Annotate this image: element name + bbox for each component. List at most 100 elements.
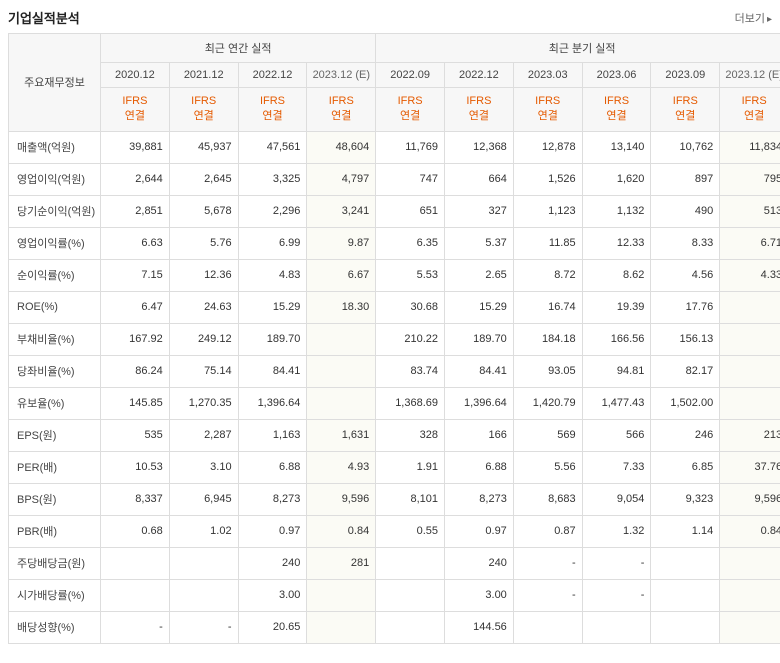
cell-value: 3,241	[307, 195, 376, 227]
cell-value	[513, 611, 582, 643]
cell-value: 9,054	[582, 483, 651, 515]
ifrs-header: IFRS연결	[376, 88, 445, 132]
cell-value: 1,270.35	[169, 387, 238, 419]
cell-value: 11,834	[720, 131, 780, 163]
cell-value: 6.67	[307, 259, 376, 291]
cell-value: 8,101	[376, 483, 445, 515]
cell-value: -	[101, 611, 170, 643]
cell-value	[720, 291, 780, 323]
ifrs-header: IFRS연결	[582, 88, 651, 132]
cell-value	[651, 547, 720, 579]
row-label: 시가배당률(%)	[9, 579, 101, 611]
more-link[interactable]: 더보기	[735, 10, 772, 26]
cell-value: 15.29	[445, 291, 514, 323]
period-header: 2023.03	[513, 63, 582, 88]
row-label: BPS(원)	[9, 483, 101, 515]
cell-value: 12.33	[582, 227, 651, 259]
cell-value: 10.53	[101, 451, 170, 483]
cell-value: 6.85	[651, 451, 720, 483]
cell-value: 5.76	[169, 227, 238, 259]
cell-value: 6.63	[101, 227, 170, 259]
cell-value: 86.24	[101, 355, 170, 387]
cell-value: 213	[720, 419, 780, 451]
cell-value: 11.85	[513, 227, 582, 259]
cell-value: 2,645	[169, 163, 238, 195]
cell-value: 1.91	[376, 451, 445, 483]
cell-value: 144.56	[445, 611, 514, 643]
cell-value: 210.22	[376, 323, 445, 355]
cell-value: 1,123	[513, 195, 582, 227]
cell-value: 93.05	[513, 355, 582, 387]
cell-value	[307, 387, 376, 419]
row-label: 영업이익률(%)	[9, 227, 101, 259]
table-row: 유보율(%)145.851,270.351,396.641,368.691,39…	[9, 387, 780, 419]
cell-value	[720, 547, 780, 579]
ifrs-header: IFRS연결	[169, 88, 238, 132]
cell-value: 84.41	[445, 355, 514, 387]
cell-value	[101, 547, 170, 579]
cell-value	[376, 579, 445, 611]
row-label: 당기순이익(억원)	[9, 195, 101, 227]
cell-value: 1,477.43	[582, 387, 651, 419]
period-header: 2022.12	[238, 63, 307, 88]
cell-value	[376, 611, 445, 643]
cell-value: 747	[376, 163, 445, 195]
cell-value: 8,273	[445, 483, 514, 515]
cell-value	[720, 355, 780, 387]
cell-value: 0.87	[513, 515, 582, 547]
cell-value: 5.53	[376, 259, 445, 291]
ifrs-header: IFRS연결	[445, 88, 514, 132]
cell-value: 12.36	[169, 259, 238, 291]
ifrs-header: IFRS연결	[307, 88, 376, 132]
cell-value: 569	[513, 419, 582, 451]
column-group-header: 최근 연간 실적	[101, 34, 376, 63]
period-header: 2021.12	[169, 63, 238, 88]
column-group-header: 최근 분기 실적	[376, 34, 780, 63]
cell-value: 1,396.64	[445, 387, 514, 419]
cell-value: 240	[238, 547, 307, 579]
cell-value: 1.02	[169, 515, 238, 547]
ifrs-header: IFRS연결	[101, 88, 170, 132]
cell-value	[307, 579, 376, 611]
cell-value: 513	[720, 195, 780, 227]
cell-value: -	[513, 579, 582, 611]
cell-value: 566	[582, 419, 651, 451]
cell-value: 1,526	[513, 163, 582, 195]
row-label: 영업이익(억원)	[9, 163, 101, 195]
cell-value: 19.39	[582, 291, 651, 323]
table-row: 영업이익률(%)6.635.766.999.876.355.3711.8512.…	[9, 227, 780, 259]
table-row: 영업이익(억원)2,6442,6453,3254,7977476641,5261…	[9, 163, 780, 195]
cell-value	[720, 579, 780, 611]
cell-value: 4,797	[307, 163, 376, 195]
cell-value: 166.56	[582, 323, 651, 355]
cell-value: 9,596	[307, 483, 376, 515]
row-header-corner: 주요재무정보	[9, 34, 101, 132]
cell-value: 9.87	[307, 227, 376, 259]
table-head: 주요재무정보최근 연간 실적최근 분기 실적 2020.122021.12202…	[9, 34, 780, 132]
table-row: PER(배)10.533.106.884.931.916.885.567.336…	[9, 451, 780, 483]
cell-value	[651, 611, 720, 643]
cell-value: 6.88	[238, 451, 307, 483]
period-header: 2023.06	[582, 63, 651, 88]
row-label: ROE(%)	[9, 291, 101, 323]
cell-value: 83.74	[376, 355, 445, 387]
row-label: 순이익률(%)	[9, 259, 101, 291]
cell-value: 24.63	[169, 291, 238, 323]
table-row: 주당배당금(원)240281240--	[9, 547, 780, 579]
cell-value: 535	[101, 419, 170, 451]
cell-value: 156.13	[651, 323, 720, 355]
cell-value: 328	[376, 419, 445, 451]
cell-value: 1,502.00	[651, 387, 720, 419]
table-row: ROE(%)6.4724.6315.2918.3030.6815.2916.74…	[9, 291, 780, 323]
cell-value: 1.14	[651, 515, 720, 547]
table-row: BPS(원)8,3376,9458,2739,5968,1018,2738,68…	[9, 483, 780, 515]
cell-value: 6.88	[445, 451, 514, 483]
cell-value: 1,631	[307, 419, 376, 451]
cell-value: 8,337	[101, 483, 170, 515]
cell-value: 94.81	[582, 355, 651, 387]
cell-value	[720, 387, 780, 419]
cell-value	[376, 547, 445, 579]
cell-value: 4.83	[238, 259, 307, 291]
cell-value: 1,163	[238, 419, 307, 451]
cell-value: 249.12	[169, 323, 238, 355]
